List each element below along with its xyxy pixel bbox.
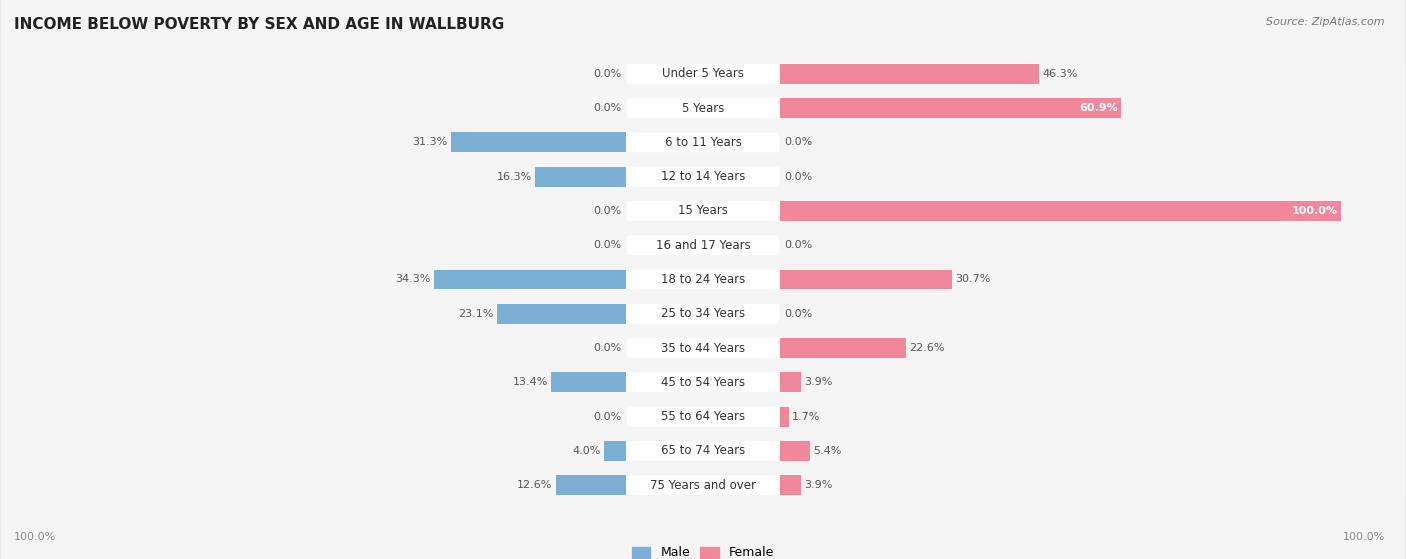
Text: 18 to 24 Years: 18 to 24 Years	[661, 273, 745, 286]
Text: 0.0%: 0.0%	[785, 138, 813, 148]
Bar	[779, 64, 1039, 84]
Text: 12 to 14 Years: 12 to 14 Years	[661, 170, 745, 183]
FancyBboxPatch shape	[627, 441, 779, 461]
FancyBboxPatch shape	[627, 64, 779, 84]
FancyBboxPatch shape	[627, 338, 779, 358]
Text: 100.0%: 100.0%	[14, 532, 56, 542]
Text: 13.4%: 13.4%	[513, 377, 548, 387]
Text: 16 and 17 Years: 16 and 17 Years	[655, 239, 751, 252]
Text: 4.0%: 4.0%	[572, 446, 600, 456]
FancyBboxPatch shape	[1, 231, 1405, 396]
Text: 100.0%: 100.0%	[1343, 532, 1385, 542]
Bar	[779, 201, 1341, 221]
FancyBboxPatch shape	[1, 300, 1405, 465]
Text: 12.6%: 12.6%	[517, 480, 553, 490]
Text: 46.3%: 46.3%	[1043, 69, 1078, 79]
FancyBboxPatch shape	[627, 372, 779, 392]
Text: 3.9%: 3.9%	[804, 480, 832, 490]
Bar	[605, 441, 627, 461]
Bar	[534, 167, 627, 187]
Bar	[779, 338, 907, 358]
Text: 0.0%: 0.0%	[593, 343, 621, 353]
Text: 5 Years: 5 Years	[682, 102, 724, 115]
Text: 22.6%: 22.6%	[910, 343, 945, 353]
FancyBboxPatch shape	[627, 98, 779, 118]
Text: 60.9%: 60.9%	[1080, 103, 1118, 113]
Text: 0.0%: 0.0%	[593, 411, 621, 421]
FancyBboxPatch shape	[1, 334, 1405, 499]
Text: 0.0%: 0.0%	[593, 206, 621, 216]
Legend: Male, Female: Male, Female	[627, 541, 779, 559]
FancyBboxPatch shape	[627, 235, 779, 255]
Bar	[779, 372, 801, 392]
Text: 35 to 44 Years: 35 to 44 Years	[661, 342, 745, 354]
Text: 45 to 54 Years: 45 to 54 Years	[661, 376, 745, 389]
FancyBboxPatch shape	[1, 0, 1405, 157]
Text: 5.4%: 5.4%	[813, 446, 841, 456]
FancyBboxPatch shape	[1, 94, 1405, 259]
Bar	[779, 475, 801, 495]
Text: 31.3%: 31.3%	[412, 138, 447, 148]
Text: Under 5 Years: Under 5 Years	[662, 67, 744, 80]
FancyBboxPatch shape	[1, 402, 1405, 559]
Text: 6 to 11 Years: 6 to 11 Years	[665, 136, 741, 149]
FancyBboxPatch shape	[627, 406, 779, 427]
FancyBboxPatch shape	[627, 304, 779, 324]
Bar	[779, 98, 1122, 118]
FancyBboxPatch shape	[627, 132, 779, 153]
Text: 3.9%: 3.9%	[804, 377, 832, 387]
FancyBboxPatch shape	[627, 475, 779, 495]
Text: 34.3%: 34.3%	[395, 274, 430, 285]
Bar	[451, 132, 627, 153]
FancyBboxPatch shape	[1, 129, 1405, 293]
Text: INCOME BELOW POVERTY BY SEX AND AGE IN WALLBURG: INCOME BELOW POVERTY BY SEX AND AGE IN W…	[14, 17, 505, 32]
Text: 30.7%: 30.7%	[955, 274, 990, 285]
Bar	[434, 269, 627, 290]
Text: 0.0%: 0.0%	[785, 309, 813, 319]
Text: 15 Years: 15 Years	[678, 205, 728, 217]
Bar	[779, 406, 789, 427]
FancyBboxPatch shape	[1, 163, 1405, 328]
Text: 75 Years and over: 75 Years and over	[650, 479, 756, 492]
FancyBboxPatch shape	[1, 266, 1405, 430]
Text: 0.0%: 0.0%	[593, 69, 621, 79]
Text: 23.1%: 23.1%	[458, 309, 494, 319]
Text: 100.0%: 100.0%	[1292, 206, 1337, 216]
Text: 0.0%: 0.0%	[785, 172, 813, 182]
Text: 16.3%: 16.3%	[496, 172, 531, 182]
Bar	[496, 304, 627, 324]
FancyBboxPatch shape	[627, 167, 779, 187]
FancyBboxPatch shape	[1, 26, 1405, 191]
Text: 0.0%: 0.0%	[785, 240, 813, 250]
FancyBboxPatch shape	[1, 60, 1405, 225]
FancyBboxPatch shape	[1, 197, 1405, 362]
Text: 1.7%: 1.7%	[793, 411, 821, 421]
Bar	[551, 372, 627, 392]
Bar	[555, 475, 627, 495]
Text: Source: ZipAtlas.com: Source: ZipAtlas.com	[1267, 17, 1385, 27]
Text: 65 to 74 Years: 65 to 74 Years	[661, 444, 745, 457]
Text: 0.0%: 0.0%	[593, 240, 621, 250]
FancyBboxPatch shape	[627, 201, 779, 221]
Bar	[779, 441, 810, 461]
Text: 0.0%: 0.0%	[593, 103, 621, 113]
Text: 25 to 34 Years: 25 to 34 Years	[661, 307, 745, 320]
Text: 55 to 64 Years: 55 to 64 Years	[661, 410, 745, 423]
Bar	[779, 269, 952, 290]
FancyBboxPatch shape	[627, 269, 779, 290]
FancyBboxPatch shape	[1, 368, 1405, 533]
